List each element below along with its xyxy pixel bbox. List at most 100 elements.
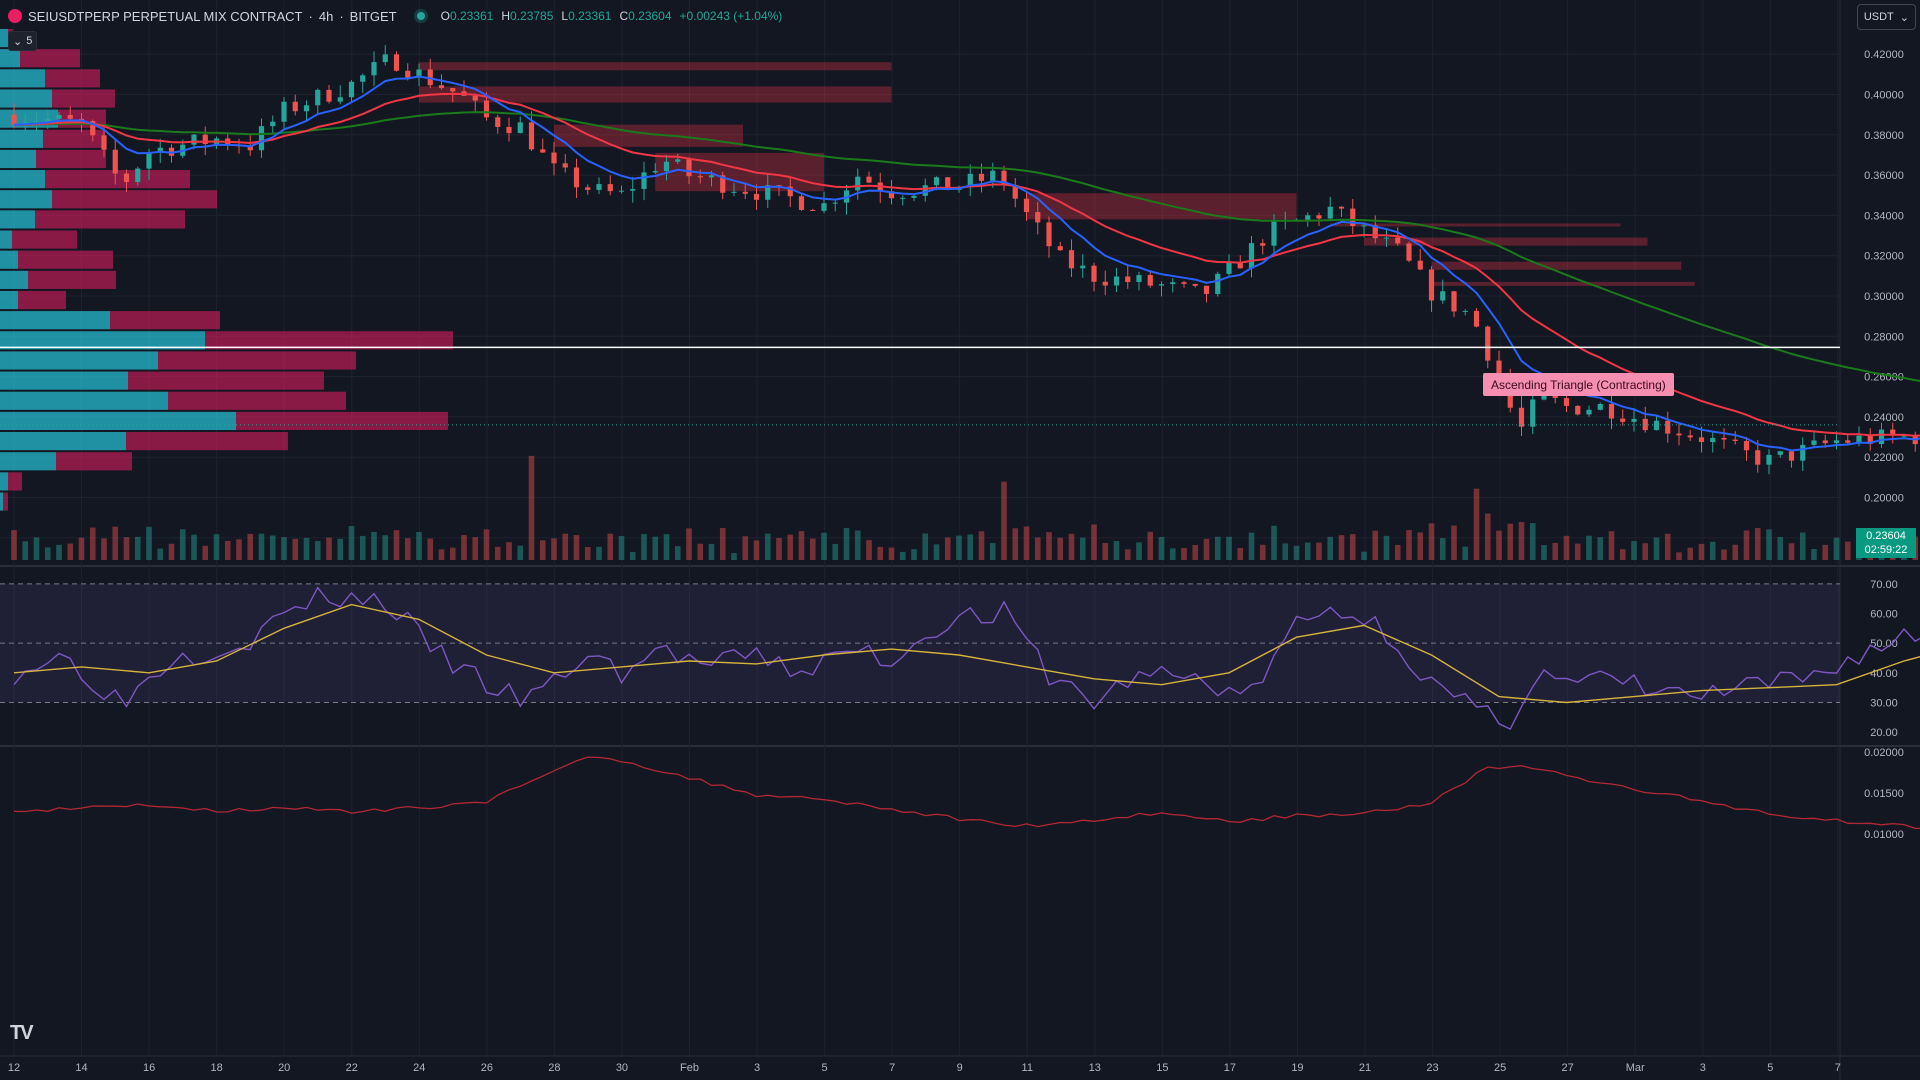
volume-bar	[1068, 533, 1075, 560]
volume-bar	[1091, 524, 1097, 560]
candle-body	[123, 173, 130, 183]
volume-bar	[944, 537, 951, 560]
atr-tick-label: 0.02000	[1864, 747, 1904, 759]
volume-bar	[1462, 546, 1469, 560]
volume-bar	[708, 543, 715, 560]
last-price-tag: 0.23604 02:59:22	[1856, 528, 1916, 558]
tradingview-logo[interactable]: TV	[10, 1022, 34, 1044]
chevron-down-icon: ⌄	[13, 35, 23, 48]
chevron-down-icon: ⌄	[1899, 11, 1909, 24]
volume-bar	[67, 543, 74, 560]
volume-profile-sell-bar	[205, 331, 453, 350]
symbol-name[interactable]: SEIUSDTPERP PERPETUAL MIX CONTRACT	[28, 8, 303, 24]
supply-zone	[554, 124, 743, 147]
candle-body	[1822, 440, 1828, 444]
candle-body	[1462, 310, 1468, 312]
volume-bar	[1282, 543, 1289, 560]
pattern-label[interactable]: Ascending Triangle (Contracting)	[1483, 373, 1674, 396]
price-tick-label: 0.42000	[1864, 49, 1904, 61]
volume-bar	[1721, 549, 1727, 560]
candle-body	[922, 185, 928, 196]
candle-body	[1620, 418, 1626, 422]
volume-bar	[1181, 547, 1187, 560]
volume-bar	[641, 534, 647, 560]
candle-body	[517, 122, 523, 134]
time-tick-label: 9	[957, 1062, 963, 1074]
time-tick-label: 23	[1426, 1062, 1438, 1074]
price-tick-label: 0.34000	[1864, 210, 1904, 222]
indicators-toggle-button[interactable]: ⌄ 5	[8, 31, 38, 51]
volume-bar	[1844, 541, 1851, 560]
volume-bar	[674, 546, 681, 560]
candle-body	[1496, 360, 1502, 378]
candle-body	[1867, 435, 1873, 445]
candle-body	[1316, 215, 1322, 219]
volume-bar	[326, 537, 332, 560]
candle-body	[1080, 265, 1086, 269]
volume-bar	[1169, 548, 1176, 560]
candle-body	[1451, 291, 1457, 312]
candle-body	[1710, 437, 1716, 443]
candle-body	[90, 121, 96, 136]
candle-body	[596, 184, 602, 190]
candle-body	[1653, 420, 1660, 431]
candle-body	[258, 126, 265, 151]
time-tick-label: Feb	[680, 1062, 699, 1074]
candle-body	[427, 69, 433, 86]
candle-body	[1260, 243, 1266, 246]
candle-body	[1125, 276, 1131, 283]
price-tick-label: 0.30000	[1864, 291, 1904, 303]
volume-bar	[652, 536, 659, 560]
rsi-line	[13, 586, 1920, 731]
volume-bar	[393, 530, 400, 560]
volume-bar	[1012, 528, 1019, 560]
candle-body	[562, 163, 568, 168]
volume-bar	[1653, 537, 1660, 560]
volume-bar	[1394, 544, 1401, 560]
volume-bar	[1316, 542, 1322, 560]
volume-bar	[1788, 543, 1795, 560]
volume-profile-sell-bar	[126, 432, 288, 451]
candle-body	[360, 75, 366, 82]
currency-select[interactable]: USDT ⌄	[1856, 4, 1916, 30]
volume-bar	[742, 536, 749, 560]
rsi-tick-label: 20.00	[1870, 727, 1898, 739]
candle-body	[11, 114, 17, 125]
volume-bar	[731, 553, 737, 560]
ema-fast-line	[13, 75, 1920, 452]
candle-body	[1158, 284, 1165, 286]
volume-bar	[1574, 543, 1581, 560]
candle-body	[292, 101, 298, 112]
currency-label: USDT	[1863, 11, 1894, 23]
time-tick-label: 3	[754, 1062, 760, 1074]
time-tick-label: 5	[1767, 1062, 1773, 1074]
volume-bar	[1102, 542, 1109, 560]
candle-body	[810, 209, 816, 211]
candle-body	[438, 85, 445, 89]
volume-bar	[1192, 544, 1199, 560]
volume-bar	[483, 529, 490, 560]
candle-body	[1091, 265, 1097, 282]
candle-body	[472, 95, 478, 101]
candle-body	[742, 191, 748, 194]
volume-profile-sell-bar	[52, 190, 217, 209]
volume-bar	[101, 538, 107, 560]
candle-body	[585, 187, 591, 190]
volume-bar	[1754, 528, 1761, 560]
volume-bar	[1833, 537, 1840, 560]
volume-profile-sell-bar	[128, 371, 324, 390]
candle-body	[855, 176, 861, 191]
volume-bar	[292, 538, 299, 560]
candle-body	[1575, 405, 1581, 415]
open-label: O	[440, 9, 450, 23]
rsi-tick-label: 30.00	[1870, 697, 1898, 709]
volume-profile-sell-bar	[20, 49, 80, 68]
interval[interactable]: 4h	[318, 8, 334, 24]
low-value: 0.23361	[568, 9, 612, 23]
volume-bar	[1439, 538, 1446, 560]
candle-body	[1642, 418, 1648, 431]
candle-body	[1586, 409, 1592, 415]
volume-profile-buy-bar	[0, 472, 8, 491]
volume-bar	[258, 533, 265, 560]
